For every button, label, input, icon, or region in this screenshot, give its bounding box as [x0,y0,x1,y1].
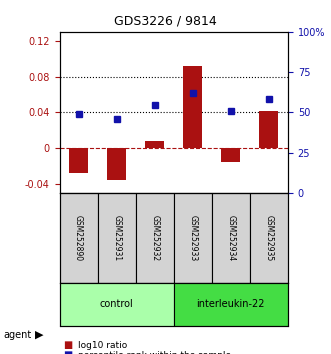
FancyBboxPatch shape [212,193,250,283]
FancyBboxPatch shape [60,193,98,283]
Bar [260,111,278,148]
FancyBboxPatch shape [250,193,288,283]
Text: GSM252934: GSM252934 [226,215,235,261]
FancyBboxPatch shape [174,283,288,326]
Bar [183,66,202,148]
Text: GSM252935: GSM252935 [264,215,273,261]
Text: GDS3226 / 9814: GDS3226 / 9814 [114,14,217,27]
FancyBboxPatch shape [174,193,212,283]
FancyBboxPatch shape [98,193,136,283]
Text: GSM252932: GSM252932 [150,215,159,261]
Text: GSM252933: GSM252933 [188,215,197,261]
Text: GSM252890: GSM252890 [74,215,83,261]
FancyBboxPatch shape [136,193,174,283]
Text: interleukin-22: interleukin-22 [197,299,265,309]
Text: agent: agent [3,330,31,339]
Text: percentile rank within the sample: percentile rank within the sample [78,350,231,354]
Bar [145,141,164,148]
Bar [107,148,126,180]
Text: GSM252931: GSM252931 [112,215,121,261]
Text: control: control [100,299,133,309]
Text: ■: ■ [63,350,72,354]
Text: ■: ■ [63,340,72,350]
Text: log10 ratio: log10 ratio [78,341,127,350]
FancyBboxPatch shape [60,283,174,326]
Text: ▶: ▶ [35,330,43,339]
Bar [221,148,240,162]
Bar [69,148,88,173]
